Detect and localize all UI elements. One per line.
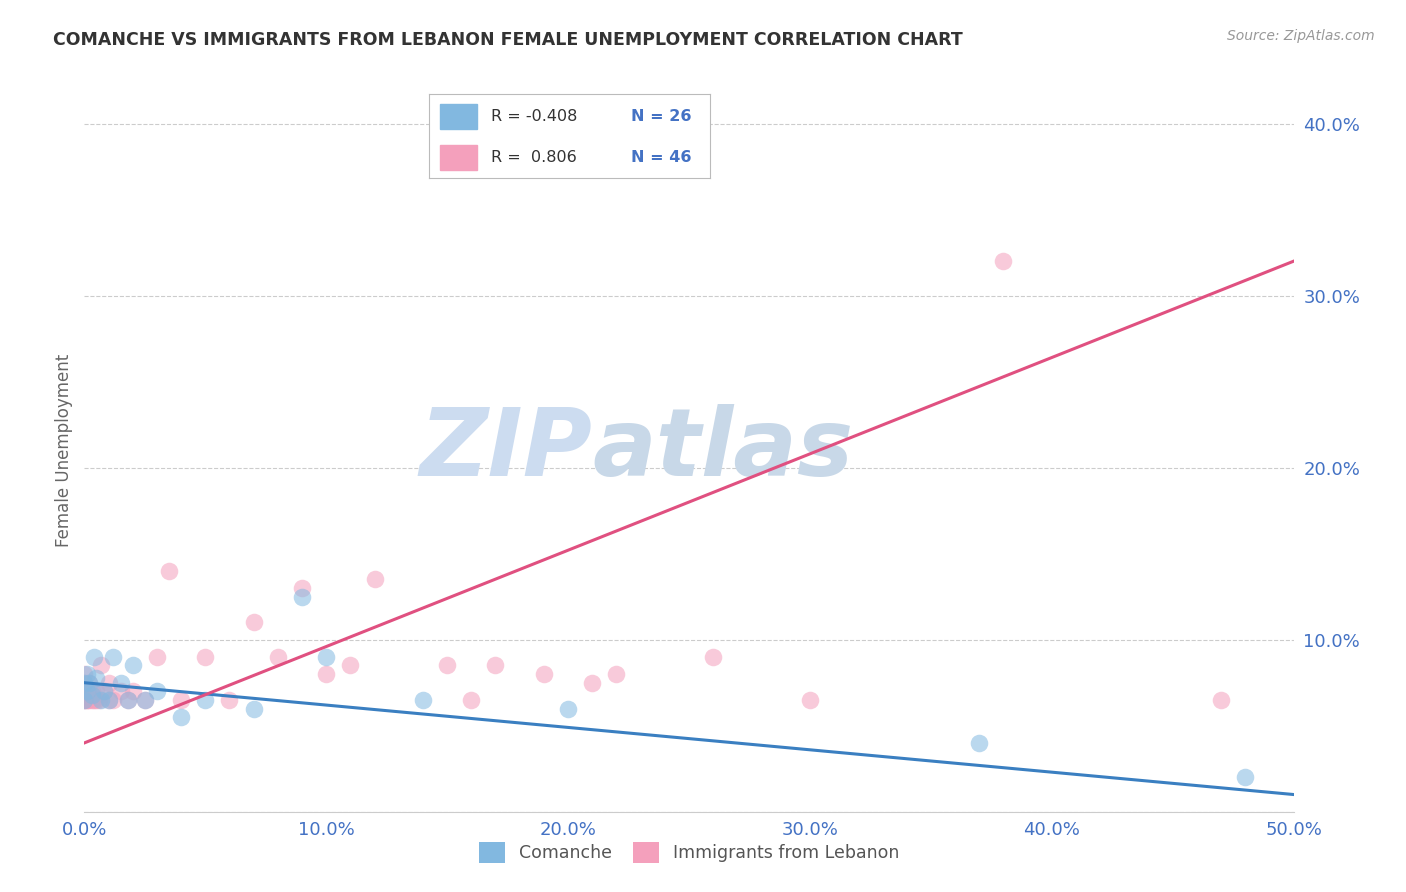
Point bbox=[97, 693, 120, 707]
Point bbox=[76, 684, 98, 698]
Point bbox=[702, 649, 724, 664]
Point bbox=[315, 649, 337, 664]
Point bbox=[87, 693, 110, 707]
Point bbox=[146, 684, 169, 698]
Point bbox=[97, 693, 120, 707]
Point bbox=[146, 649, 169, 664]
Point bbox=[1209, 693, 1232, 707]
Point bbox=[242, 615, 264, 630]
Point bbox=[242, 701, 264, 715]
Point bbox=[291, 581, 314, 595]
Point bbox=[103, 693, 125, 707]
Point bbox=[967, 736, 990, 750]
Point bbox=[73, 693, 96, 707]
Point bbox=[484, 658, 506, 673]
Point bbox=[218, 693, 240, 707]
Point bbox=[134, 693, 156, 707]
Point bbox=[86, 693, 108, 707]
Point bbox=[267, 649, 290, 664]
Text: atlas: atlas bbox=[592, 404, 853, 497]
Point bbox=[73, 693, 96, 707]
Point bbox=[77, 675, 100, 690]
Bar bbox=[440, 103, 477, 129]
Point bbox=[73, 675, 96, 690]
Point bbox=[170, 693, 193, 707]
Point bbox=[86, 671, 108, 685]
Text: N = 46: N = 46 bbox=[631, 150, 692, 165]
Point bbox=[1234, 770, 1257, 784]
Point bbox=[83, 693, 105, 707]
Point bbox=[134, 693, 156, 707]
Legend: Comanche, Immigrants from Lebanon: Comanche, Immigrants from Lebanon bbox=[470, 833, 908, 871]
Text: N = 26: N = 26 bbox=[631, 109, 692, 124]
Text: COMANCHE VS IMMIGRANTS FROM LEBANON FEMALE UNEMPLOYMENT CORRELATION CHART: COMANCHE VS IMMIGRANTS FROM LEBANON FEMA… bbox=[53, 31, 963, 49]
Point bbox=[460, 693, 482, 707]
Point bbox=[315, 667, 337, 681]
Y-axis label: Female Unemployment: Female Unemployment bbox=[55, 354, 73, 547]
Point bbox=[90, 658, 112, 673]
Point bbox=[121, 684, 143, 698]
Point bbox=[76, 667, 98, 681]
Point bbox=[103, 649, 125, 664]
Point bbox=[93, 684, 115, 698]
Text: R = -0.408: R = -0.408 bbox=[491, 109, 576, 124]
Point bbox=[93, 684, 115, 698]
Point bbox=[121, 658, 143, 673]
Point bbox=[76, 684, 98, 698]
Point bbox=[80, 684, 103, 698]
Point bbox=[170, 710, 193, 724]
Point bbox=[436, 658, 458, 673]
Point bbox=[605, 667, 627, 681]
Point bbox=[83, 649, 105, 664]
Text: R =  0.806: R = 0.806 bbox=[491, 150, 576, 165]
Point bbox=[73, 675, 96, 690]
Point bbox=[557, 701, 579, 715]
Point bbox=[73, 667, 96, 681]
Point bbox=[291, 590, 314, 604]
Point bbox=[363, 573, 385, 587]
Point bbox=[76, 693, 98, 707]
Point bbox=[581, 675, 603, 690]
Point bbox=[86, 684, 108, 698]
Point bbox=[73, 693, 96, 707]
Point bbox=[194, 649, 217, 664]
Point bbox=[993, 254, 1015, 268]
Point bbox=[80, 693, 103, 707]
Point bbox=[194, 693, 217, 707]
Bar bbox=[440, 145, 477, 169]
Text: Source: ZipAtlas.com: Source: ZipAtlas.com bbox=[1227, 29, 1375, 43]
Point bbox=[76, 693, 98, 707]
Point bbox=[77, 675, 100, 690]
Point bbox=[110, 675, 132, 690]
Point bbox=[110, 684, 132, 698]
Point bbox=[157, 564, 180, 578]
Point bbox=[90, 693, 112, 707]
Point bbox=[533, 667, 555, 681]
Point bbox=[799, 693, 821, 707]
Point bbox=[77, 693, 100, 707]
Text: ZIP: ZIP bbox=[419, 404, 592, 497]
Point bbox=[117, 693, 139, 707]
Point bbox=[73, 684, 96, 698]
Point bbox=[80, 688, 103, 702]
Point bbox=[412, 693, 434, 707]
Point bbox=[117, 693, 139, 707]
Point bbox=[339, 658, 361, 673]
Point bbox=[97, 675, 120, 690]
